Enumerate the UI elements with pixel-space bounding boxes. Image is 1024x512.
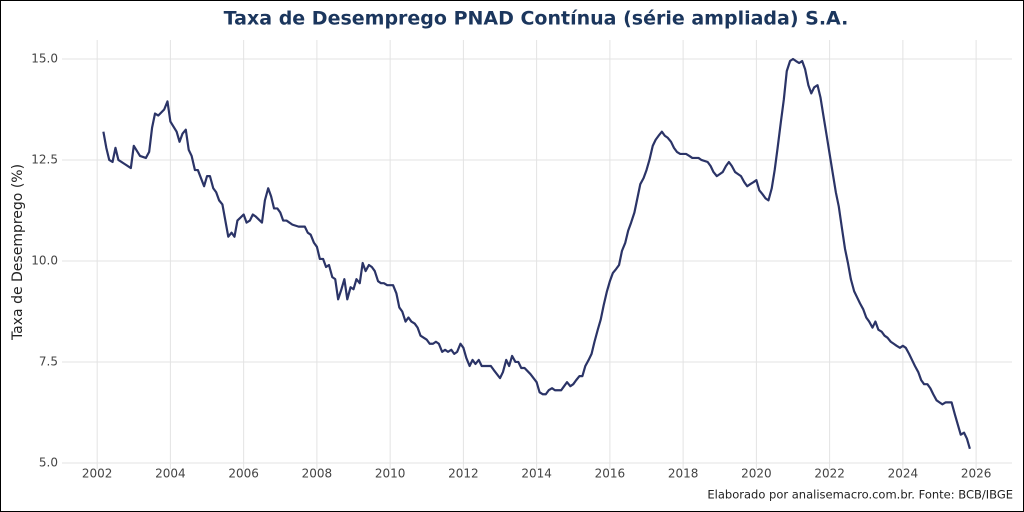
- y-tick-label: 15.0: [31, 51, 58, 65]
- x-tick-label: 2026: [961, 467, 992, 481]
- data-line: [102, 57, 971, 450]
- y-tick-label: 12.5: [31, 152, 58, 166]
- y-axis-label: Taxa de Desemprego (%): [10, 164, 26, 341]
- x-tick-label: 2006: [228, 467, 259, 481]
- x-tick-label: 2022: [814, 467, 845, 481]
- y-tick-label: 7.5: [39, 354, 58, 368]
- x-tick-label: 2024: [888, 467, 919, 481]
- x-tick-label: 2014: [521, 467, 552, 481]
- chart-title: Taxa de Desemprego PNAD Contínua (série …: [224, 8, 849, 30]
- x-tick-label: 2012: [448, 467, 479, 481]
- caption: Elaborado por analisemacro.com.br. Fonte…: [707, 488, 1013, 502]
- x-tick-label: 2010: [375, 467, 406, 481]
- x-tick-label: 2004: [155, 467, 186, 481]
- x-tick-label: 2018: [668, 467, 699, 481]
- x-tick-label: 2016: [595, 467, 626, 481]
- x-tick-label: 2008: [302, 467, 333, 481]
- y-tick-label: 5.0: [39, 455, 58, 469]
- x-tick-label: 2002: [82, 467, 113, 481]
- x-tick-label: 2020: [741, 467, 772, 481]
- y-tick-label: 10.0: [31, 253, 58, 267]
